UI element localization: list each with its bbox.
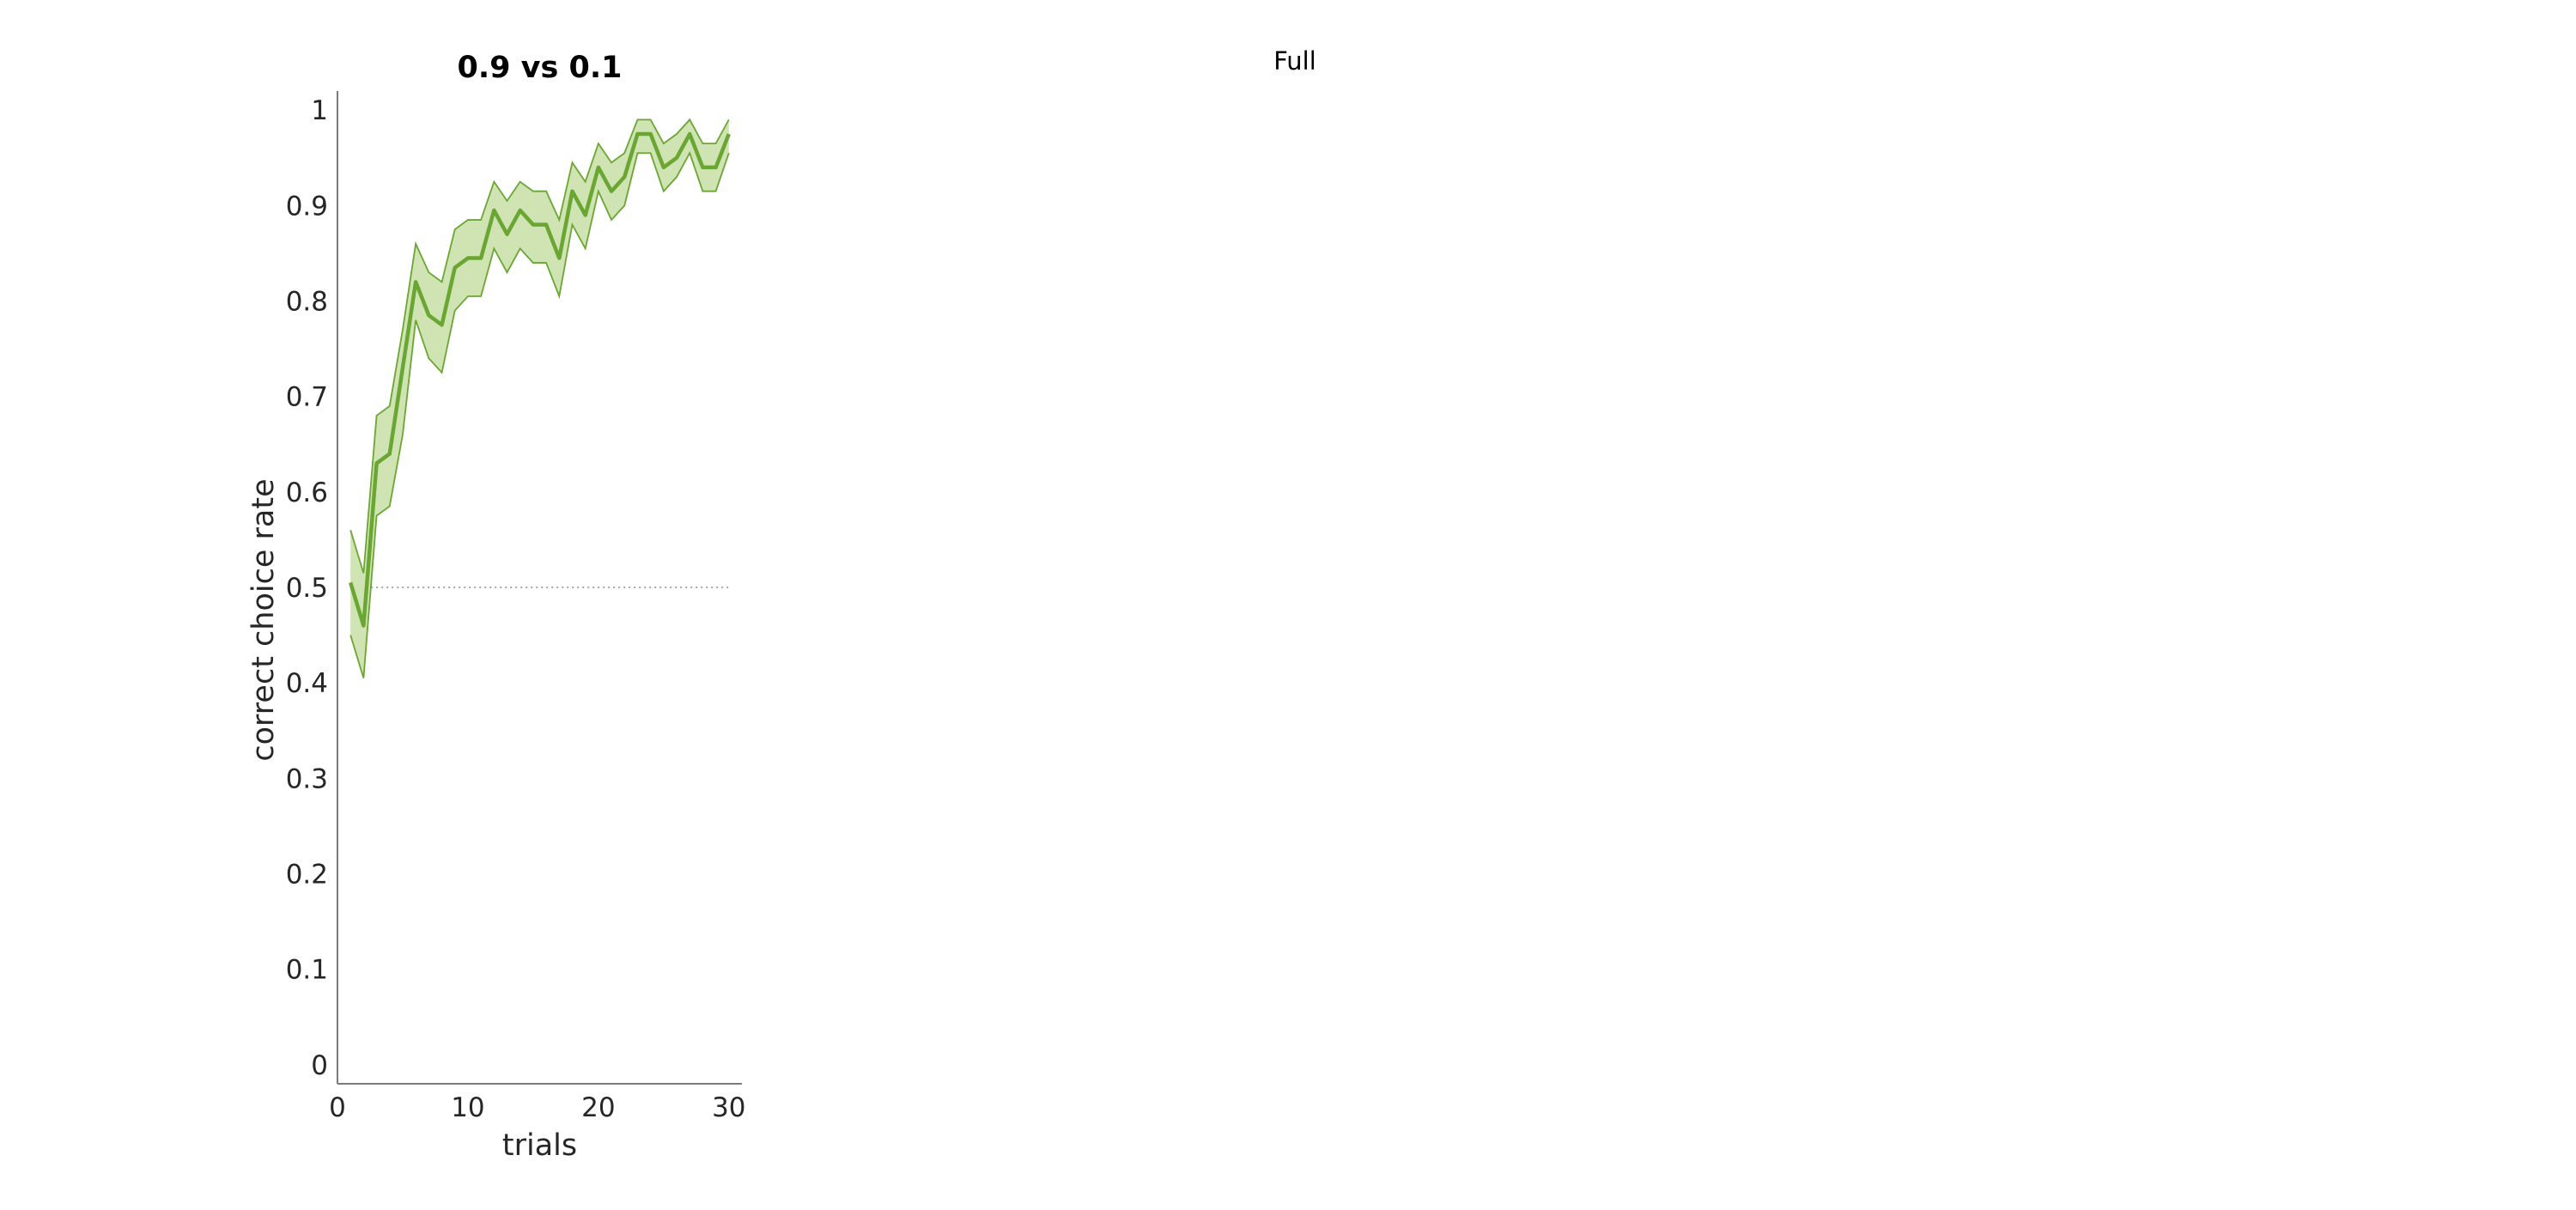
y-tick-label: 0.3 [286,763,328,794]
y-axis-label: correct choice rate [246,478,281,761]
x-axis-ticks: 0 10 20 30 [329,1092,745,1123]
upper-bound-line [349,118,730,574]
x-tick-label: 20 [581,1092,615,1123]
chart: 0.9 vs 0.1 trials correct choice rate 00… [246,51,746,1163]
y-tick-label: 0.9 [286,191,328,222]
lower-bound-line [349,151,730,678]
y-tick-label: 0 [311,1050,328,1081]
y-tick-label: 1 [311,95,328,126]
y-tick-label: 0.1 [286,955,328,986]
y-axis-ticks: 0 0.1 0.2 0.3 0.4 0.5 0.6 0.7 0.8 0.9 1 [286,95,328,1081]
x-axis-label: trials [502,1128,577,1163]
y-tick-label: 0.7 [286,382,328,413]
x-tick-label: 10 [451,1092,484,1123]
x-tick-label: 0 [329,1092,346,1123]
y-tick-label: 0.8 [286,287,328,318]
y-tick-label: 0.4 [286,668,328,699]
x-tick-label: 30 [712,1092,745,1123]
y-tick-label: 0.2 [286,859,328,890]
y-tick-label: 0.5 [286,573,328,604]
mean-line [349,131,731,628]
plot-area [349,118,731,678]
chart-title: 0.9 vs 0.1 [457,51,622,85]
confidence-band [350,119,729,678]
y-tick-label: 0.6 [286,477,328,508]
figure-title: Full [1273,46,1316,76]
